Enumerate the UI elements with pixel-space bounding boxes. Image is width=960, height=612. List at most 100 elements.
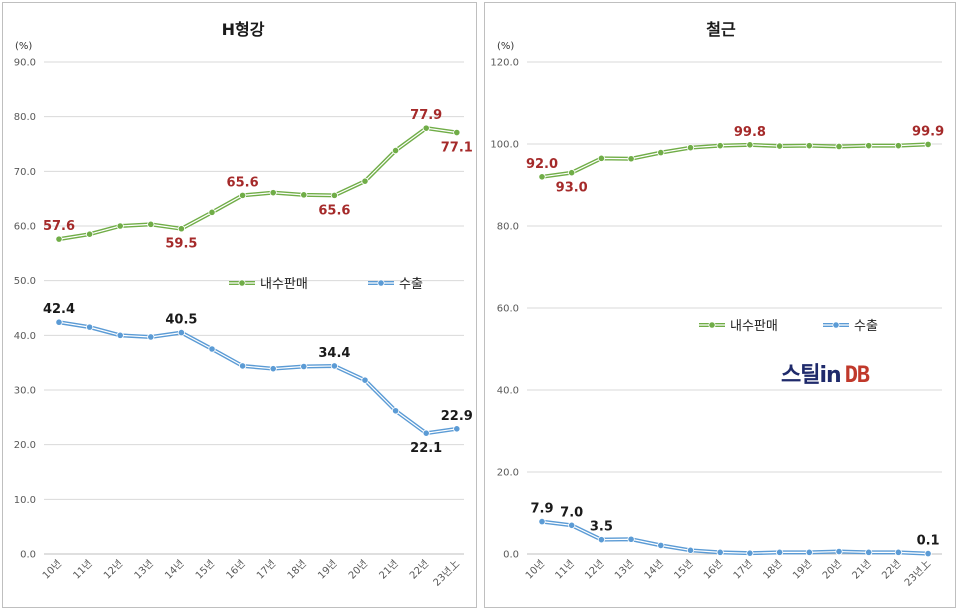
data-point bbox=[865, 548, 873, 556]
data-point bbox=[568, 521, 576, 529]
data-label: 57.6 bbox=[43, 219, 75, 234]
rebar-line-chart: 철근 (%) 0.0 20.0 40.0 60.0 80.0 100.0 120.0 10년 11년… bbox=[490, 20, 944, 589]
data-point bbox=[208, 208, 216, 216]
data-point bbox=[330, 362, 338, 370]
data-point bbox=[300, 362, 308, 371]
data-point bbox=[775, 548, 784, 556]
x-tick-label: 21년 bbox=[377, 558, 401, 582]
x-tick-label: 10년 bbox=[523, 558, 547, 582]
data-point bbox=[147, 333, 155, 341]
legend-marker bbox=[238, 279, 246, 287]
y-tick-label: 0.0 bbox=[20, 550, 36, 561]
x-tick-label: 20년 bbox=[820, 558, 844, 582]
y-tick-label: 90.0 bbox=[14, 58, 36, 69]
data-point bbox=[865, 142, 873, 150]
data-point bbox=[538, 518, 546, 526]
x-tick-label: 22년 bbox=[407, 558, 431, 582]
x-tick-label: 18년 bbox=[761, 558, 785, 582]
h-beam-chart-panel: H형강 (%) 0.0 10.0 20.0 30.0 40.0 50.0 60.0 70.0 80.… bbox=[2, 2, 477, 608]
h-beam-line-chart: H형강 (%) 0.0 10.0 20.0 30.0 40.0 50.0 60.0 70.0 80.… bbox=[14, 20, 473, 589]
data-point bbox=[453, 425, 461, 433]
data-point bbox=[746, 141, 754, 149]
x-tick-label: 11년 bbox=[71, 558, 95, 582]
data-point bbox=[391, 146, 400, 155]
legend-label: 내수판매 bbox=[730, 319, 778, 334]
data-point bbox=[686, 546, 695, 554]
y-tick-label: 20.0 bbox=[497, 468, 519, 479]
logo-text-steelin: 스틸in bbox=[781, 363, 842, 388]
y-tick-label: 120.0 bbox=[490, 58, 519, 69]
data-point bbox=[627, 155, 635, 163]
data-label: 65.6 bbox=[227, 175, 259, 190]
y-tick-label: 80.0 bbox=[497, 222, 519, 233]
data-point bbox=[835, 547, 843, 556]
data-label: 99.9 bbox=[912, 124, 944, 139]
data-point bbox=[894, 142, 902, 150]
x-tick-label: 18년 bbox=[285, 558, 309, 582]
x-tick-label: 15년 bbox=[672, 558, 696, 582]
rebar-chart-panel: 철근 (%) 0.0 20.0 40.0 60.0 80.0 100.0 120.0 10년 11년… bbox=[484, 2, 956, 608]
x-tick-label: 15년 bbox=[193, 558, 217, 582]
y-tick-label: 60.0 bbox=[14, 222, 36, 233]
data-point bbox=[86, 323, 94, 331]
y-tick-label: 100.0 bbox=[490, 140, 519, 151]
x-tick-label: 14년 bbox=[642, 558, 666, 582]
data-point bbox=[55, 235, 63, 243]
x-tick-label: 12년 bbox=[101, 558, 125, 582]
data-point bbox=[924, 549, 932, 558]
data-point bbox=[894, 548, 902, 556]
data-label: 65.6 bbox=[318, 203, 350, 218]
x-tick-label: 11년 bbox=[553, 558, 577, 582]
series-line-highlight bbox=[58, 321, 457, 434]
legend-marker bbox=[377, 279, 385, 287]
data-point bbox=[805, 142, 813, 150]
x-tick-label: 17년 bbox=[731, 558, 755, 582]
data-label: 22.9 bbox=[441, 409, 473, 424]
chart-title: H형강 bbox=[222, 20, 265, 39]
data-label: 93.0 bbox=[556, 181, 588, 196]
data-point bbox=[746, 549, 754, 557]
x-tick-label: 19년 bbox=[790, 558, 814, 582]
series-line bbox=[58, 320, 458, 436]
data-label: 77.1 bbox=[441, 141, 473, 156]
data-point bbox=[657, 541, 665, 549]
data-label: 59.5 bbox=[165, 237, 197, 252]
data-point bbox=[716, 548, 724, 556]
data-point bbox=[147, 220, 155, 228]
x-tick-label: 10년 bbox=[40, 558, 64, 582]
data-label: 3.5 bbox=[590, 520, 613, 535]
logo-text-db: DB bbox=[844, 363, 870, 388]
data-label: 7.9 bbox=[530, 502, 553, 517]
data-point bbox=[422, 429, 430, 437]
y-tick-label: 30.0 bbox=[14, 386, 36, 397]
data-point bbox=[300, 191, 308, 199]
data-point bbox=[239, 362, 247, 370]
data-point bbox=[269, 189, 277, 197]
data-point bbox=[422, 124, 430, 132]
data-point bbox=[597, 536, 606, 544]
data-point bbox=[538, 173, 546, 181]
y-tick-label: 50.0 bbox=[14, 276, 36, 287]
data-point bbox=[330, 191, 338, 199]
data-point bbox=[686, 144, 695, 152]
data-point bbox=[657, 149, 665, 157]
y-tick-label: 70.0 bbox=[14, 167, 36, 178]
y-tick-label: 40.0 bbox=[14, 331, 36, 342]
data-point bbox=[361, 177, 369, 185]
data-point bbox=[116, 331, 124, 339]
data-point bbox=[269, 365, 277, 373]
data-label: 77.9 bbox=[410, 108, 442, 123]
y-tick-label: 80.0 bbox=[14, 112, 36, 123]
data-label: 42.4 bbox=[43, 302, 75, 317]
data-label: 40.5 bbox=[165, 313, 197, 328]
x-tick-label: 13년 bbox=[132, 558, 156, 582]
legend-label: 수출 bbox=[854, 319, 878, 334]
data-label: 7.0 bbox=[560, 505, 583, 520]
y-tick-label: 10.0 bbox=[14, 495, 36, 506]
y-axis-unit: (%) bbox=[497, 41, 514, 52]
data-point bbox=[775, 142, 784, 150]
data-point bbox=[453, 128, 461, 137]
data-label: 92.0 bbox=[526, 157, 558, 172]
data-label: 99.8 bbox=[734, 125, 766, 140]
x-tick-label: 12년 bbox=[583, 558, 607, 582]
